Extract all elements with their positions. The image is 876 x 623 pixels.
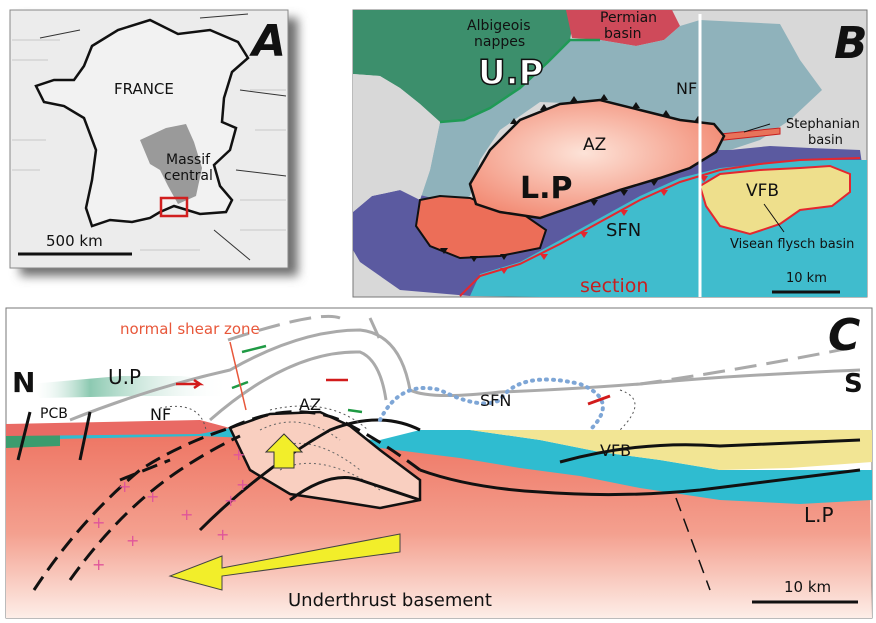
panel-a-letter: A <box>249 16 286 67</box>
grey-dashed-line <box>227 314 861 386</box>
fault-line-right <box>675 497 711 591</box>
visean-label: Visean flysch basin <box>730 237 854 252</box>
visean-leader <box>763 203 785 233</box>
svg-text:+: + <box>92 513 105 532</box>
panel-c-scale-label: 10 km <box>784 578 831 596</box>
az-dome <box>468 98 726 220</box>
svg-text:+: + <box>180 505 193 524</box>
shear-zone-leader <box>229 341 247 411</box>
albigeois-nappes-unit <box>353 10 575 122</box>
lp-surroundings <box>353 74 440 212</box>
upper-plate-boundary <box>439 38 600 124</box>
uplift-arrow <box>264 433 304 469</box>
south-label: S <box>844 369 863 399</box>
france-label: FRANCE <box>114 80 174 98</box>
svg-text:+: + <box>216 525 229 544</box>
up-section-label: U.P <box>108 365 141 389</box>
az-section-label: AZ <box>299 395 321 414</box>
lp-label: L.P <box>520 171 573 206</box>
svg-text:+: + <box>236 475 249 494</box>
panel-a-scale-label: 500 km <box>46 232 103 250</box>
az-inner-folds <box>259 421 381 491</box>
vfb-section-label: VFB <box>600 441 631 460</box>
massif-label-line2: central <box>164 168 213 184</box>
red-band-left <box>6 420 230 436</box>
panel-b-scale-label: 10 km <box>786 271 827 286</box>
north-label: N <box>12 366 35 399</box>
permian-label-line1: Permian <box>600 10 657 26</box>
granite-plus-marks: +++ +++ +++ + <box>92 445 249 574</box>
massif-label-line1: Massif <box>166 152 211 168</box>
shear-zone-lines <box>32 410 421 591</box>
svg-text:+: + <box>224 491 237 510</box>
cyan-sedimentary-layer <box>6 426 872 504</box>
stephanian-label-line2: basin <box>808 133 843 148</box>
up-label: U.P <box>478 53 543 93</box>
vfb-unit <box>698 164 851 236</box>
panel-c: +++ +++ +++ + C N S U.P PCB NF AZ SFN VF… <box>5 307 873 619</box>
section-label: section <box>580 275 648 297</box>
panel-b-letter: B <box>834 18 868 69</box>
normal-shear-zone-label: normal shear zone <box>120 320 260 338</box>
panel-a: A FRANCE Massif central 500 km <box>9 9 298 276</box>
svg-text:+: + <box>126 531 139 550</box>
neighbour-borders <box>39 13 287 261</box>
stephanian-leader <box>743 123 771 133</box>
massif-central-shape <box>140 124 202 204</box>
dotted-faint-line <box>159 389 636 431</box>
red-thrust-teeth <box>500 176 708 274</box>
sfn-section-label: SFN <box>480 391 511 410</box>
nf-section-label: NF <box>150 405 171 424</box>
albigeois-label-line2: nappes <box>474 34 525 50</box>
underthrust-label: Underthrust basement <box>288 590 492 611</box>
albigeois-label-line1: Albigeois <box>467 18 531 34</box>
az-label: AZ <box>583 135 606 155</box>
thrust-lines <box>198 418 861 532</box>
sfn-label: SFN <box>606 220 641 241</box>
fault-line-left <box>16 411 92 461</box>
svg-text:+: + <box>118 477 131 496</box>
svg-text:+: + <box>146 487 159 506</box>
svg-text:+: + <box>92 555 105 574</box>
nf-label: NF <box>676 79 697 98</box>
panel-c-letter: C <box>828 310 860 361</box>
svg-text:+: + <box>232 445 245 464</box>
underthrust-arrow <box>168 533 401 591</box>
panel-b: B Albigeois nappes Permian basin U.P NF … <box>352 9 868 298</box>
permian-basin-unit <box>566 10 680 46</box>
locator-box <box>159 196 189 218</box>
lp-section-label: L.P <box>804 503 834 527</box>
permian-label-line2: basin <box>604 26 642 42</box>
stephanian-label-line1: Stephanian <box>786 117 860 132</box>
pcb-label: PCB <box>40 406 68 422</box>
vfb-label: VFB <box>746 181 779 201</box>
vfb-yellow-layer <box>470 430 872 470</box>
